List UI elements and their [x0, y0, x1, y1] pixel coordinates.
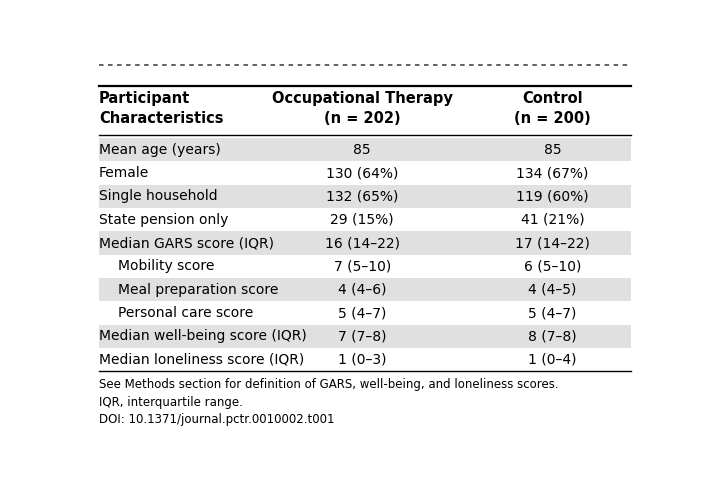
Text: Median loneliness score (IQR): Median loneliness score (IQR) — [99, 353, 304, 367]
Text: IQR, interquartile range.: IQR, interquartile range. — [99, 396, 243, 409]
Text: 4 (4–5): 4 (4–5) — [528, 283, 577, 297]
Text: 1 (0–4): 1 (0–4) — [528, 353, 577, 367]
Text: 7 (5–10): 7 (5–10) — [333, 259, 391, 273]
Text: Mean age (years): Mean age (years) — [99, 143, 221, 157]
Text: See Methods section for definition of GARS, well-being, and loneliness scores.: See Methods section for definition of GA… — [99, 378, 558, 391]
Text: 134 (67%): 134 (67%) — [516, 166, 589, 180]
Text: 41 (21%): 41 (21%) — [520, 213, 585, 227]
Text: 29 (15%): 29 (15%) — [330, 213, 394, 227]
Text: 5 (4–7): 5 (4–7) — [528, 306, 577, 320]
Bar — [99, 278, 631, 301]
Text: 5 (4–7): 5 (4–7) — [338, 306, 387, 320]
Bar — [99, 138, 631, 161]
Text: Control
(n = 200): Control (n = 200) — [514, 92, 591, 126]
Text: Meal preparation score: Meal preparation score — [118, 283, 278, 297]
Text: DOI: 10.1371/journal.pctr.0010002.t001: DOI: 10.1371/journal.pctr.0010002.t001 — [99, 414, 335, 427]
Text: 7 (7–8): 7 (7–8) — [338, 329, 387, 344]
Text: Participant
Characteristics: Participant Characteristics — [99, 92, 224, 126]
Text: 85: 85 — [353, 143, 371, 157]
Text: Median GARS score (IQR): Median GARS score (IQR) — [99, 236, 274, 250]
Text: Personal care score: Personal care score — [118, 306, 253, 320]
Text: 1 (0–3): 1 (0–3) — [338, 353, 387, 367]
Text: Median well-being score (IQR): Median well-being score (IQR) — [99, 329, 307, 344]
Text: 6 (5–10): 6 (5–10) — [524, 259, 581, 273]
Text: 17 (14–22): 17 (14–22) — [515, 236, 590, 250]
Text: 8 (7–8): 8 (7–8) — [528, 329, 577, 344]
Text: 85: 85 — [544, 143, 561, 157]
Text: Single household: Single household — [99, 189, 218, 203]
Text: 132 (65%): 132 (65%) — [326, 189, 398, 203]
Bar — [99, 185, 631, 208]
Text: 119 (60%): 119 (60%) — [516, 189, 589, 203]
Text: Occupational Therapy
(n = 202): Occupational Therapy (n = 202) — [272, 92, 453, 126]
Bar — [99, 231, 631, 254]
Text: 4 (4–6): 4 (4–6) — [338, 283, 387, 297]
Text: State pension only: State pension only — [99, 213, 229, 227]
Bar — [99, 325, 631, 348]
Text: 130 (64%): 130 (64%) — [326, 166, 398, 180]
Text: 16 (14–22): 16 (14–22) — [325, 236, 399, 250]
Text: Female: Female — [99, 166, 150, 180]
Text: Mobility score: Mobility score — [118, 259, 214, 273]
